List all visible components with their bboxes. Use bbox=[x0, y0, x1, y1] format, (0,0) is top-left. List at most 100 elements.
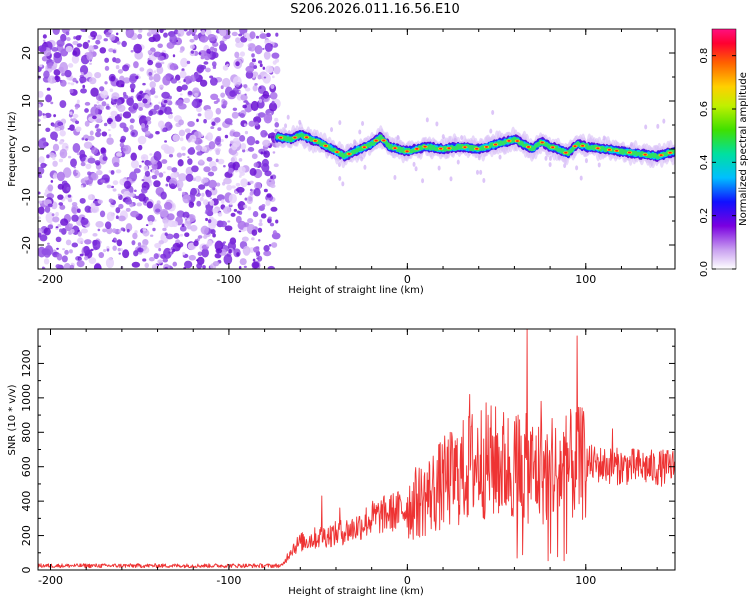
noise-blob bbox=[203, 119, 207, 124]
noise-blob bbox=[197, 235, 203, 239]
noise-blob bbox=[52, 173, 59, 179]
noise-blob bbox=[253, 188, 261, 197]
spectrogram-ytick-label: 0 bbox=[20, 146, 33, 153]
noise-blob bbox=[164, 140, 167, 143]
noise-blob bbox=[202, 199, 209, 206]
noise-blob bbox=[251, 53, 255, 58]
snr-ytick-label: 1200 bbox=[20, 349, 33, 377]
noise-blob bbox=[231, 31, 238, 37]
snr-x-axis: -200 -100 0 100 bbox=[38, 329, 658, 587]
noise-blob bbox=[136, 202, 143, 207]
noise-blob bbox=[57, 194, 64, 200]
track-peak bbox=[374, 139, 378, 142]
noise-blob bbox=[257, 255, 263, 262]
noise-blob bbox=[262, 47, 265, 50]
noise-blob bbox=[186, 31, 192, 36]
noise-blob bbox=[242, 245, 251, 256]
noise-blob bbox=[53, 114, 57, 118]
noise-blob bbox=[138, 29, 143, 33]
noise-blob bbox=[189, 44, 195, 50]
noise-blob bbox=[120, 227, 125, 231]
noise-blob bbox=[133, 168, 141, 174]
noise-blob bbox=[45, 94, 53, 103]
track-peak bbox=[643, 153, 647, 156]
track-band bbox=[379, 134, 383, 138]
track-peak bbox=[507, 139, 511, 142]
noise-blob bbox=[254, 121, 259, 127]
noise-blob bbox=[67, 63, 74, 68]
noise-blob bbox=[188, 254, 196, 261]
noise-blob bbox=[111, 92, 120, 100]
noise-blob bbox=[263, 150, 270, 158]
track-fleck bbox=[341, 181, 345, 187]
colorbar-tick-label: 0.4 bbox=[699, 154, 710, 170]
noise-blob bbox=[42, 34, 47, 39]
noise-blob bbox=[58, 158, 64, 163]
noise-blob bbox=[119, 142, 125, 148]
noise-blob bbox=[231, 111, 239, 119]
noise-blob bbox=[138, 115, 148, 127]
noise-blob bbox=[268, 216, 272, 220]
track-fleck bbox=[479, 169, 483, 175]
noise-blob bbox=[178, 80, 181, 84]
noise-blob bbox=[216, 194, 225, 201]
noise-blob bbox=[76, 99, 80, 104]
noise-blob bbox=[59, 100, 67, 108]
noise-blob bbox=[248, 43, 256, 52]
noise-blob bbox=[214, 117, 221, 123]
noise-blob bbox=[52, 216, 60, 223]
noise-blob bbox=[142, 82, 146, 86]
noise-blob bbox=[244, 102, 253, 113]
noise-blob bbox=[103, 153, 107, 157]
noise-blob bbox=[258, 98, 263, 103]
noise-blob bbox=[184, 219, 191, 227]
noise-blob bbox=[206, 240, 213, 247]
noise-blob bbox=[190, 224, 198, 232]
noise-blob bbox=[80, 217, 89, 226]
noise-blob bbox=[138, 107, 144, 111]
noise-blob bbox=[209, 199, 215, 206]
spectrogram-xtick-label: 100 bbox=[575, 273, 596, 286]
noise-blob bbox=[148, 220, 154, 226]
colorbar-gradient bbox=[711, 28, 737, 270]
noise-blob bbox=[273, 163, 279, 168]
noise-blob bbox=[246, 135, 256, 146]
noise-blob bbox=[249, 180, 254, 184]
noise-blob bbox=[77, 237, 84, 244]
noise-blob bbox=[242, 149, 246, 153]
noise-blob bbox=[220, 242, 225, 247]
noise-blob bbox=[222, 181, 226, 186]
noise-blob bbox=[190, 187, 198, 196]
noise-blob bbox=[204, 108, 214, 120]
spectrogram-ytick-label: -20 bbox=[20, 236, 33, 254]
snr-xlabel: Height of straight line (km) bbox=[288, 586, 424, 597]
track-fleck bbox=[353, 139, 357, 145]
noise-blob bbox=[110, 170, 115, 175]
noise-blob bbox=[38, 45, 47, 53]
noise-blob bbox=[43, 70, 50, 79]
noise-blob bbox=[219, 43, 228, 52]
noise-blob bbox=[270, 175, 273, 179]
noise-blob bbox=[118, 203, 124, 209]
noise-blob bbox=[80, 72, 84, 76]
noise-blob bbox=[157, 259, 163, 264]
noise-blob bbox=[130, 49, 134, 53]
signal-track bbox=[274, 109, 675, 187]
noise-blob bbox=[166, 42, 175, 49]
noise-blob bbox=[249, 168, 257, 176]
noise-blob bbox=[151, 174, 158, 180]
noise-blob bbox=[90, 248, 94, 252]
noise-blob bbox=[103, 38, 108, 42]
noise-blob bbox=[245, 70, 254, 79]
noise-blob bbox=[56, 253, 63, 261]
noise-blob bbox=[174, 74, 181, 81]
noise-blob bbox=[71, 214, 79, 222]
noise-blob bbox=[65, 45, 73, 53]
snr-xtick-label: -200 bbox=[38, 574, 63, 587]
noise-blob bbox=[260, 165, 265, 169]
noise-blob bbox=[110, 185, 115, 189]
colorbar-label: Normalized spectral amplitude bbox=[738, 72, 749, 226]
noise-blob bbox=[234, 169, 238, 173]
noise-blob bbox=[224, 118, 233, 125]
noise-blob bbox=[84, 101, 91, 106]
